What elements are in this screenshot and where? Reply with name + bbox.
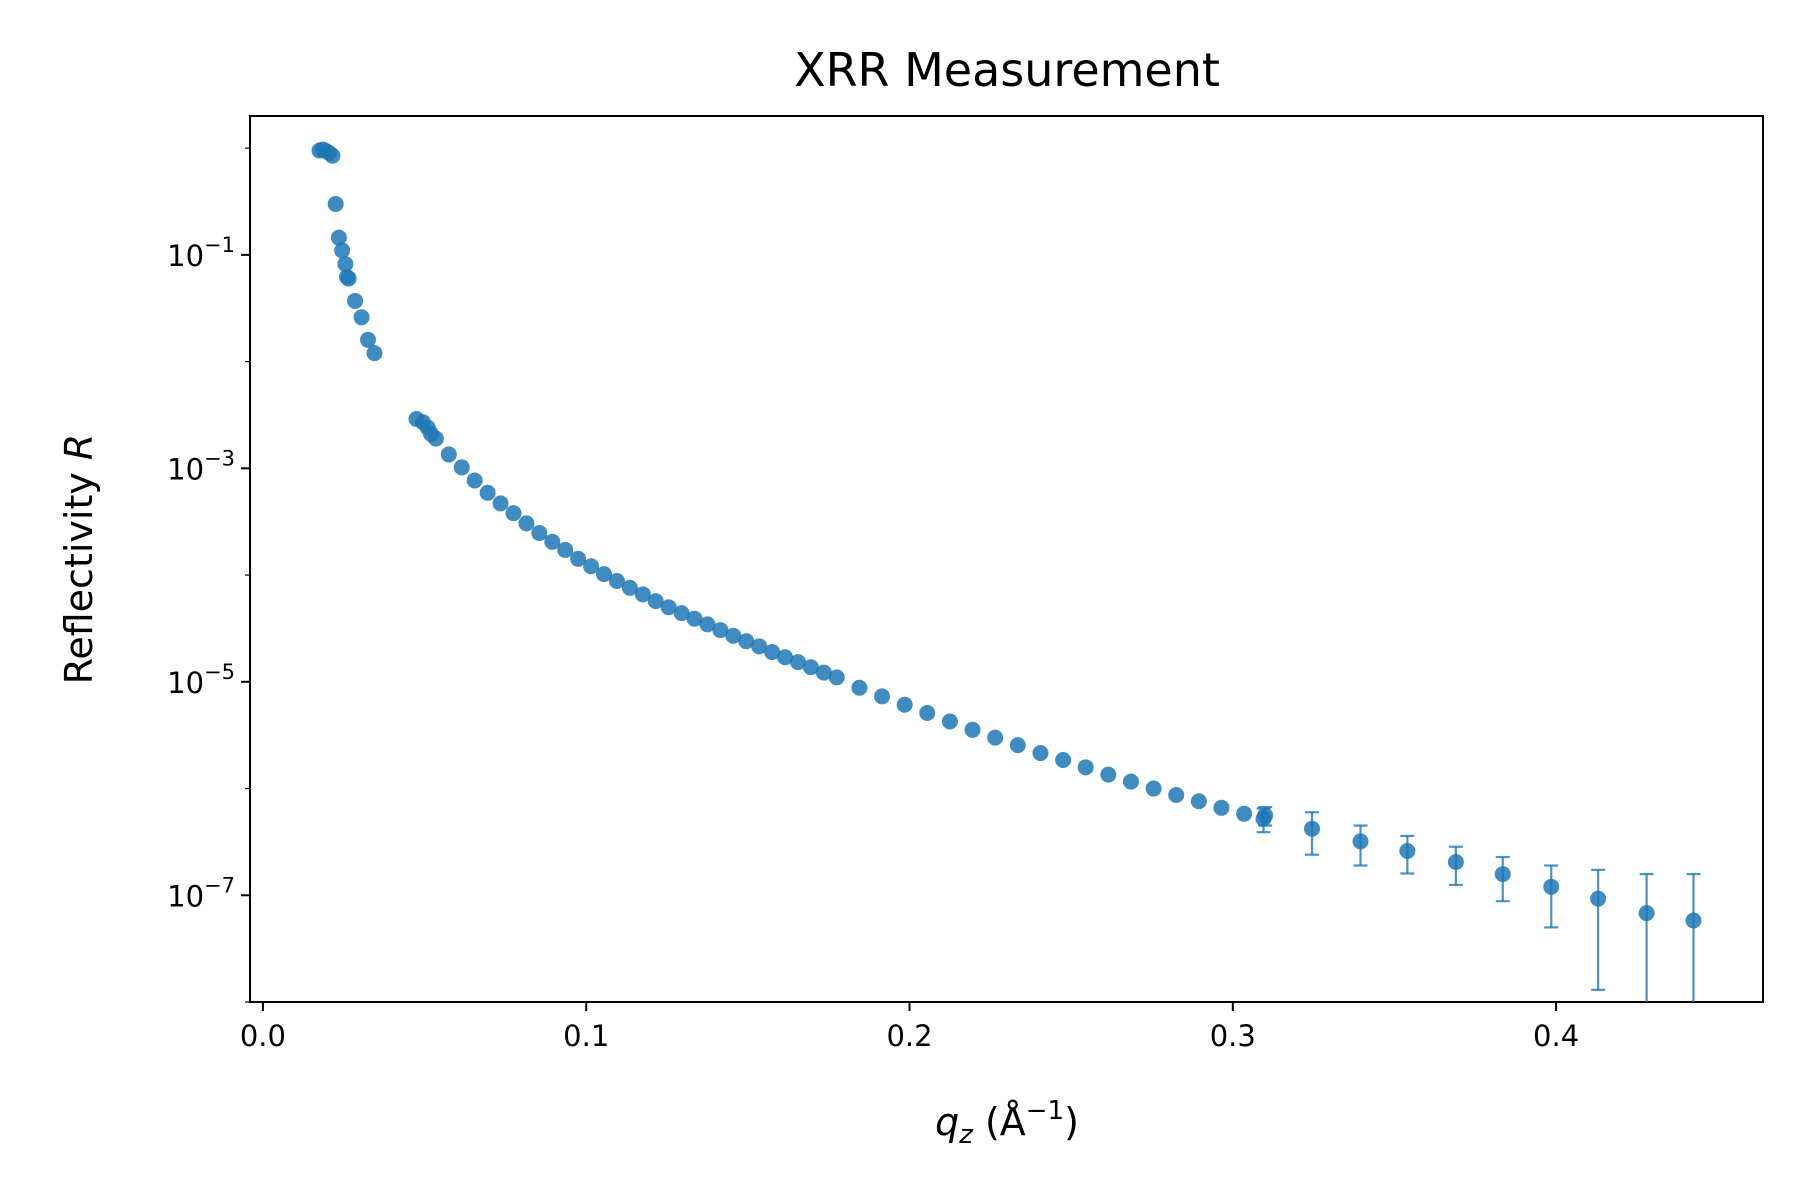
y-tick-label: 10−3	[167, 446, 235, 486]
data-point	[583, 558, 600, 575]
data-point	[453, 459, 470, 476]
data-point	[608, 572, 625, 589]
data-point	[751, 638, 768, 655]
y-axis-ticks: 10−7 10−5 10−3 10−1	[167, 147, 250, 1003]
data-point	[347, 292, 364, 309]
error-bar	[1544, 864, 1559, 929]
data-point	[427, 430, 444, 447]
x-axis-ticks: 0.0 0.1 0.2 0.3 0.4	[240, 1002, 1579, 1053]
error-bar	[1686, 872, 1701, 1002]
data-point	[1304, 820, 1321, 837]
data-points	[311, 141, 1702, 929]
data-point	[647, 593, 664, 610]
data-point	[1168, 786, 1185, 803]
data-point	[337, 256, 354, 273]
x-tick-label: 0.3	[1210, 1019, 1256, 1053]
data-point	[941, 713, 958, 730]
data-point	[324, 147, 341, 164]
data-point	[686, 610, 703, 627]
data-point	[1257, 807, 1274, 824]
data-point	[557, 541, 574, 558]
data-point	[1543, 878, 1560, 895]
data-point	[919, 705, 936, 722]
x-axis-label: qz (Å−1)	[935, 1096, 1079, 1150]
data-point	[1100, 766, 1117, 783]
data-point	[1399, 842, 1416, 859]
plot-frame	[249, 115, 1764, 1003]
x-tick-label: 0.0	[240, 1019, 286, 1053]
data-point	[712, 622, 729, 639]
data-point	[1685, 912, 1702, 929]
y-tick-label: 10−7	[167, 873, 235, 913]
data-point	[518, 515, 535, 532]
data-point	[1638, 905, 1655, 922]
data-point	[1009, 737, 1026, 754]
data-point	[815, 664, 832, 681]
data-point	[531, 524, 548, 541]
data-point	[851, 679, 868, 696]
data-point	[1352, 833, 1369, 850]
data-point	[366, 345, 383, 362]
x-tick-label: 0.1	[563, 1019, 609, 1053]
y-tick-label: 10−1	[167, 233, 235, 273]
data-point	[1145, 780, 1162, 797]
data-point	[634, 586, 651, 603]
data-point	[660, 599, 677, 616]
data-point	[789, 654, 806, 671]
data-point	[360, 331, 377, 348]
data-point	[334, 242, 351, 259]
data-point	[1494, 866, 1511, 883]
data-point	[596, 566, 613, 583]
data-point	[725, 627, 742, 644]
data-point	[764, 644, 781, 661]
data-point	[673, 605, 690, 622]
error-bars	[1256, 805, 1701, 1002]
data-point	[1055, 752, 1072, 769]
data-point	[1236, 805, 1253, 822]
error-bar	[1639, 872, 1654, 1002]
x-tick-label: 0.2	[886, 1019, 932, 1053]
data-point	[440, 446, 457, 463]
data-point	[621, 579, 638, 596]
data-point	[544, 533, 561, 550]
y-tick-label: 10−5	[167, 660, 235, 700]
error-bar	[1591, 868, 1606, 991]
data-point	[1213, 799, 1230, 816]
data-point	[874, 688, 891, 705]
data-point	[699, 616, 716, 633]
data-point	[1122, 773, 1139, 790]
data-point	[738, 633, 755, 650]
data-point	[492, 495, 509, 512]
data-point	[570, 550, 587, 567]
data-point	[964, 721, 981, 738]
x-tick-label: 0.4	[1533, 1019, 1579, 1053]
data-point	[1590, 890, 1607, 907]
data-point	[1077, 759, 1094, 776]
data-point	[987, 729, 1004, 746]
data-point	[327, 195, 344, 212]
data-point	[1032, 745, 1049, 762]
data-point	[479, 484, 496, 501]
data-point	[1447, 853, 1464, 870]
data-point	[1190, 793, 1207, 810]
data-point	[505, 505, 522, 522]
data-point	[777, 649, 794, 666]
y-axis-label: Reflectivity R	[57, 434, 101, 685]
chart-title: XRR Measurement	[794, 43, 1220, 97]
data-point	[896, 696, 913, 713]
data-point	[330, 229, 347, 246]
data-point	[340, 270, 357, 287]
data-point	[802, 659, 819, 676]
data-point	[828, 669, 845, 686]
data-point	[353, 309, 370, 326]
data-point	[466, 472, 483, 489]
